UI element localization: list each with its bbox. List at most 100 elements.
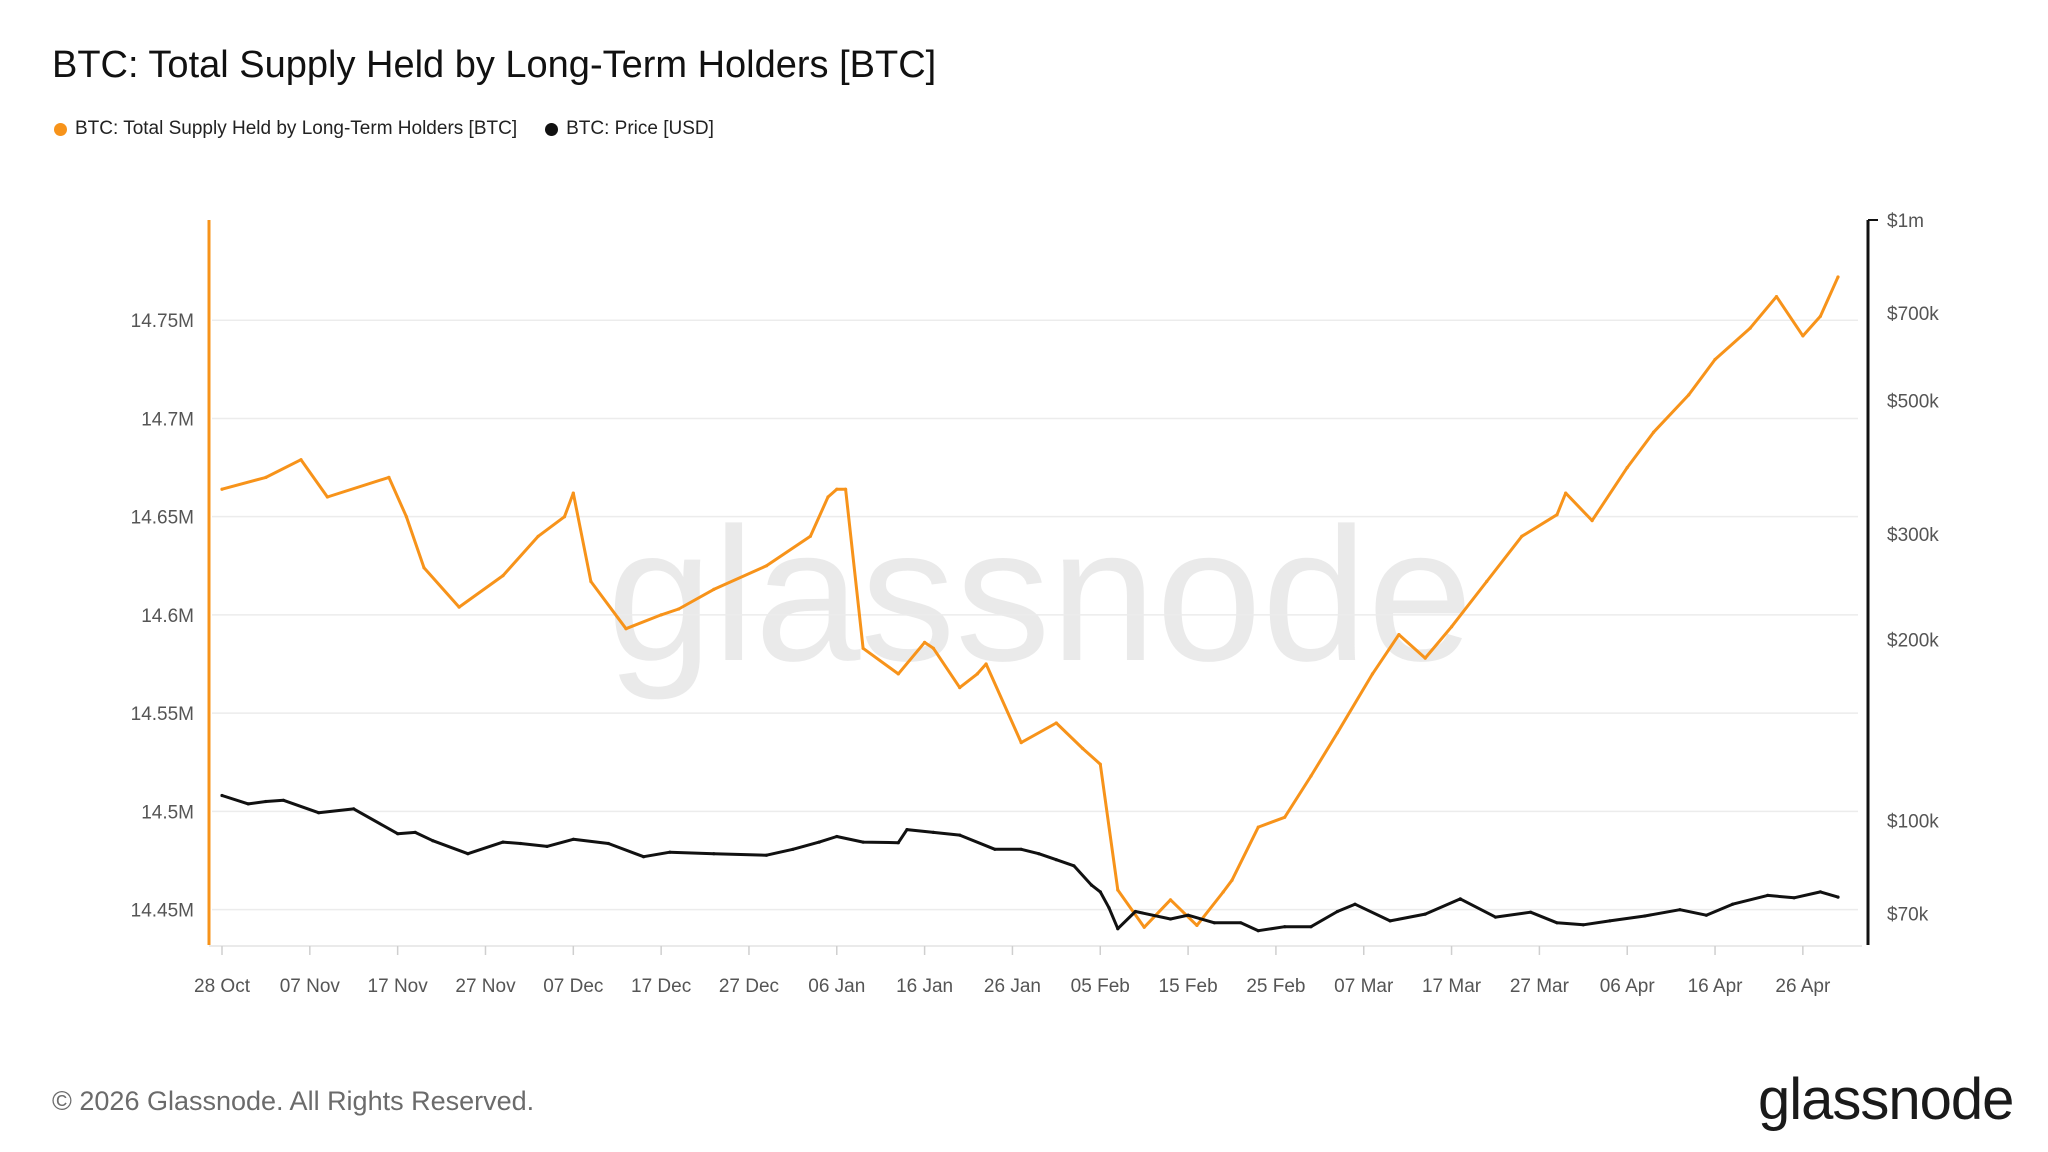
price-point <box>1019 847 1023 851</box>
price-point <box>352 807 356 811</box>
x-tick-label: 16 Apr <box>1688 976 1744 997</box>
price-point <box>1256 929 1260 933</box>
y-left-tick-label: 14.45M <box>131 901 194 922</box>
price-point <box>1054 858 1058 862</box>
y-right-tick-label: $700k <box>1887 304 1939 325</box>
lth-supply-point <box>1309 774 1313 778</box>
x-tick-label: 07 Dec <box>543 976 603 997</box>
price-point <box>501 840 505 844</box>
price-point <box>413 830 417 835</box>
y-left-tick-label: 14.55M <box>131 704 194 725</box>
lth-supply-point <box>1485 579 1489 584</box>
x-tick-label: 07 Nov <box>280 976 341 997</box>
lth-supply-point <box>1397 633 1401 637</box>
price-point <box>545 844 549 849</box>
x-tick-label: 06 Jan <box>808 976 865 997</box>
price-point <box>220 793 224 798</box>
legend-item-lth-supply[interactable]: BTC: Total Supply Held by Long-Term Hold… <box>54 118 517 140</box>
x-tick-label: 06 Apr <box>1600 976 1656 997</box>
x-tick-label: 16 Jan <box>896 976 953 997</box>
legend-dot-price <box>545 122 559 136</box>
legend-label-lth-supply: BTC: Total Supply Held by Long-Term Hold… <box>75 118 518 139</box>
x-tick-label: 27 Mar <box>1510 976 1570 997</box>
lth-supply-point <box>264 475 268 479</box>
price-point <box>1555 921 1559 925</box>
legend-item-price[interactable]: BTC: Price [USD] <box>545 118 714 140</box>
lth-supply-point <box>536 534 540 538</box>
lth-supply-point <box>1335 731 1339 735</box>
lth-supply-point <box>1555 513 1559 517</box>
lth-supply-point <box>931 646 936 650</box>
lth-supply-point <box>1423 656 1427 660</box>
x-tick-label: 17 Mar <box>1422 976 1482 997</box>
lth-supply-point <box>325 495 329 499</box>
price-point <box>1458 897 1462 901</box>
lth-supply-point <box>1652 430 1656 434</box>
price-point <box>1089 883 1094 887</box>
price-point <box>1239 921 1243 925</box>
price-point <box>317 811 321 815</box>
price-point <box>1353 902 1357 906</box>
price-point <box>817 840 821 844</box>
lth-supply-point <box>958 686 962 690</box>
lth-supply-point <box>624 627 628 631</box>
lth-supply-point <box>1116 888 1120 892</box>
watermark-text: glassnode <box>607 489 1473 701</box>
y-left-tick-label: 14.7M <box>141 409 194 430</box>
price-point <box>396 832 400 836</box>
price-point <box>1283 925 1287 929</box>
price-point <box>1792 896 1796 900</box>
price-point <box>1643 914 1647 918</box>
price-point <box>712 852 716 856</box>
lth-supply-point <box>1774 295 1779 299</box>
price-point <box>1529 910 1533 914</box>
price-point <box>1133 909 1137 914</box>
x-tick-label: 17 Dec <box>631 976 691 997</box>
x-tick-label: 26 Jan <box>984 976 1041 997</box>
lth-supply-point <box>1230 878 1234 882</box>
lth-supply-point <box>299 458 303 462</box>
price-point <box>958 833 962 837</box>
lth-supply-point <box>1370 672 1375 676</box>
price-point <box>1423 912 1427 916</box>
lth-supply-point <box>1818 314 1822 318</box>
price-point <box>466 852 470 856</box>
lth-supply-point <box>1283 815 1287 819</box>
x-tick-label: 26 Apr <box>1775 976 1831 997</box>
price-point <box>764 853 769 857</box>
chart-legend: BTC: Total Supply Held by Long-Term Hold… <box>54 118 714 140</box>
price-point <box>606 841 611 846</box>
lth-supply-point <box>1748 326 1752 330</box>
lth-supply-point <box>764 564 769 568</box>
price-point <box>281 798 286 802</box>
lth-supply-point <box>589 579 593 584</box>
price-point <box>1186 913 1190 917</box>
price-point <box>246 802 250 806</box>
lth-supply-point <box>387 475 391 479</box>
price-point <box>1731 902 1735 906</box>
y-left-tick-label: 14.6M <box>141 606 194 627</box>
x-tick-label: 17 Nov <box>368 976 429 997</box>
price-point <box>1168 917 1173 921</box>
lth-supply-point <box>975 672 979 676</box>
lth-supply-point <box>659 613 663 617</box>
lth-supply-point <box>571 491 575 495</box>
price-point <box>1766 893 1770 898</box>
legend-label-price: BTC: Price [USD] <box>566 118 714 139</box>
x-tick-label: 05 Feb <box>1071 976 1130 997</box>
price-point <box>1072 864 1076 868</box>
lth-supply-point <box>861 646 865 650</box>
y-right-tick-label: $300k <box>1887 525 1939 546</box>
lth-supply-point <box>1590 519 1594 523</box>
x-tick-label: 15 Feb <box>1159 976 1218 997</box>
price-point <box>993 847 997 851</box>
price-point <box>861 840 865 844</box>
price-point <box>1107 906 1111 910</box>
lth-supply-point <box>404 515 408 519</box>
series-line-price <box>220 794 1840 933</box>
price-point <box>1608 919 1612 923</box>
y-right-tick-label: $100k <box>1887 811 1939 832</box>
lth-supply-point <box>1564 491 1568 495</box>
chart-title: BTC: Total Supply Held by Long-Term Hold… <box>52 44 937 86</box>
